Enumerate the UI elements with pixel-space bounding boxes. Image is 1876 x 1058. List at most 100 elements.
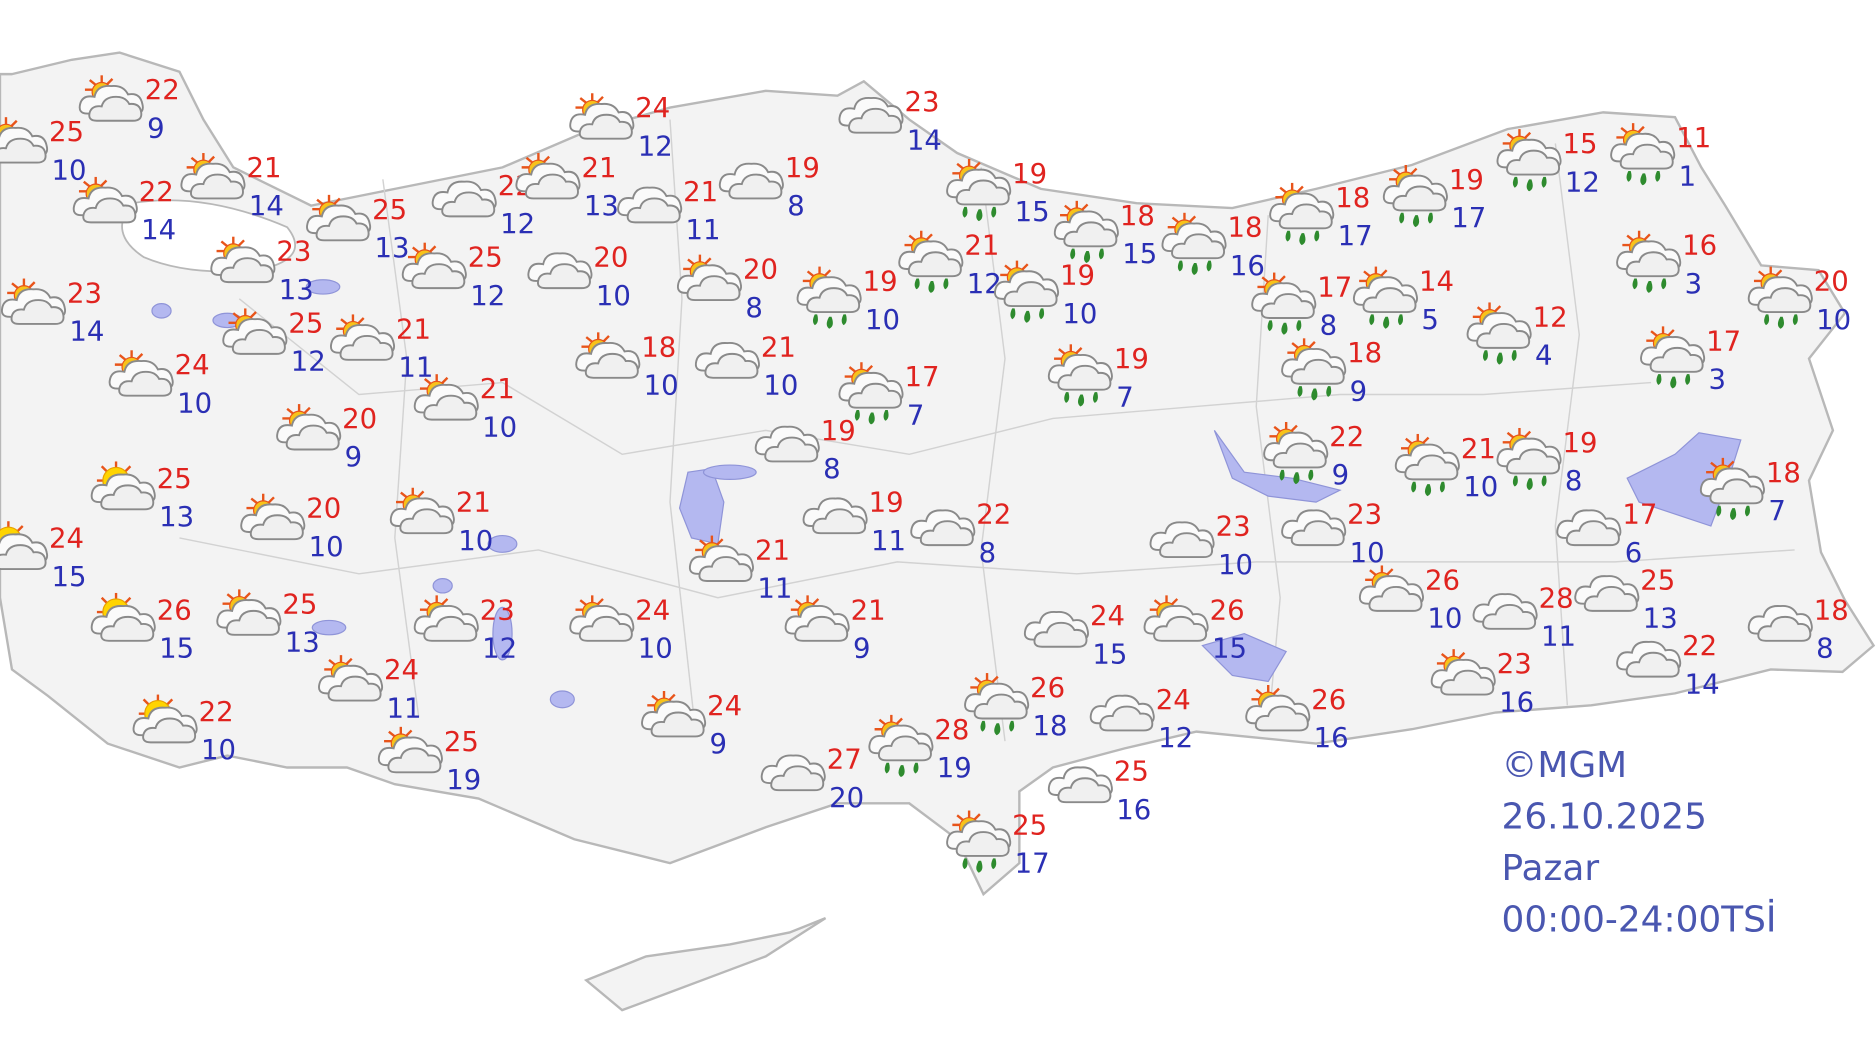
min-temperature: 6 bbox=[1625, 537, 1643, 569]
min-temperature: 10 bbox=[482, 411, 517, 443]
max-temperature: 23 bbox=[1497, 648, 1532, 680]
max-temperature: 24 bbox=[49, 523, 84, 555]
max-temperature: 21 bbox=[396, 313, 431, 345]
min-temperature: 10 bbox=[763, 370, 798, 402]
max-temperature: 21 bbox=[581, 152, 616, 184]
max-temperature: 20 bbox=[743, 254, 778, 286]
max-temperature: 26 bbox=[1210, 594, 1245, 626]
min-temperature: 16 bbox=[1314, 722, 1349, 754]
max-temperature: 21 bbox=[1461, 433, 1496, 465]
min-temperature: 13 bbox=[285, 627, 320, 659]
max-temperature: 17 bbox=[1622, 499, 1657, 531]
max-temperature: 25 bbox=[157, 463, 192, 495]
min-temperature: 12 bbox=[482, 633, 517, 665]
max-temperature: 12 bbox=[1533, 301, 1568, 333]
max-temperature: 16 bbox=[1682, 230, 1717, 262]
min-temperature: 3 bbox=[1709, 364, 1727, 396]
max-temperature: 19 bbox=[1563, 427, 1598, 459]
max-temperature: 19 bbox=[1449, 164, 1484, 196]
min-temperature: 8 bbox=[823, 453, 841, 485]
max-temperature: 18 bbox=[1766, 457, 1801, 489]
max-temperature: 25 bbox=[288, 307, 323, 339]
weather-station: 176 bbox=[1556, 499, 1657, 569]
weather-station: 145 bbox=[1352, 265, 1454, 336]
max-temperature: 14 bbox=[1419, 266, 1454, 298]
min-temperature: 10 bbox=[201, 734, 236, 766]
min-temperature: 13 bbox=[374, 232, 409, 264]
min-temperature: 11 bbox=[686, 214, 721, 246]
max-temperature: 22 bbox=[139, 176, 174, 208]
min-temperature: 10 bbox=[1218, 549, 1253, 581]
max-temperature: 25 bbox=[282, 588, 317, 620]
min-temperature: 10 bbox=[1062, 298, 1097, 330]
max-temperature: 21 bbox=[761, 331, 796, 363]
max-temperature: 18 bbox=[641, 331, 676, 363]
max-temperature: 27 bbox=[827, 744, 862, 776]
max-temperature: 23 bbox=[480, 594, 515, 626]
weather-station: 173 bbox=[1640, 325, 1741, 396]
min-temperature: 1 bbox=[1679, 160, 1697, 192]
min-temperature: 11 bbox=[757, 573, 792, 605]
min-temperature: 11 bbox=[386, 692, 421, 724]
max-temperature: 22 bbox=[1329, 421, 1364, 453]
max-temperature: 24 bbox=[384, 654, 419, 686]
max-temperature: 25 bbox=[372, 194, 407, 226]
max-temperature: 24 bbox=[707, 690, 742, 722]
max-temperature: 28 bbox=[1539, 582, 1574, 614]
min-temperature: 14 bbox=[141, 214, 176, 246]
max-temperature: 24 bbox=[175, 349, 210, 381]
weather-station: 124 bbox=[1466, 301, 1568, 372]
max-temperature: 23 bbox=[276, 236, 311, 268]
max-temperature: 19 bbox=[1012, 158, 1047, 190]
max-temperature: 21 bbox=[246, 152, 281, 184]
min-temperature: 7 bbox=[1768, 495, 1786, 527]
min-temperature: 9 bbox=[853, 633, 871, 665]
max-temperature: 19 bbox=[1060, 260, 1095, 292]
min-temperature: 8 bbox=[745, 292, 763, 324]
min-temperature: 10 bbox=[1427, 603, 1462, 635]
min-temperature: 14 bbox=[1685, 668, 1720, 700]
weather-station: 208 bbox=[676, 253, 778, 324]
min-temperature: 9 bbox=[147, 112, 165, 144]
min-temperature: 15 bbox=[1212, 633, 1247, 665]
min-temperature: 20 bbox=[829, 782, 864, 814]
min-temperature: 10 bbox=[458, 525, 493, 557]
max-temperature: 21 bbox=[480, 373, 515, 405]
weather-station: 219 bbox=[784, 594, 886, 665]
weather-station: 111 bbox=[1610, 121, 1711, 192]
min-temperature: 10 bbox=[638, 633, 673, 665]
min-temperature: 15 bbox=[159, 633, 194, 665]
min-temperature: 8 bbox=[1816, 633, 1834, 665]
forecast-date: 26.10.2025 bbox=[1502, 796, 1707, 837]
min-temperature: 16 bbox=[1499, 686, 1534, 718]
max-temperature: 25 bbox=[1012, 809, 1047, 841]
min-temperature: 3 bbox=[1685, 268, 1703, 300]
max-temperature: 21 bbox=[851, 594, 886, 626]
